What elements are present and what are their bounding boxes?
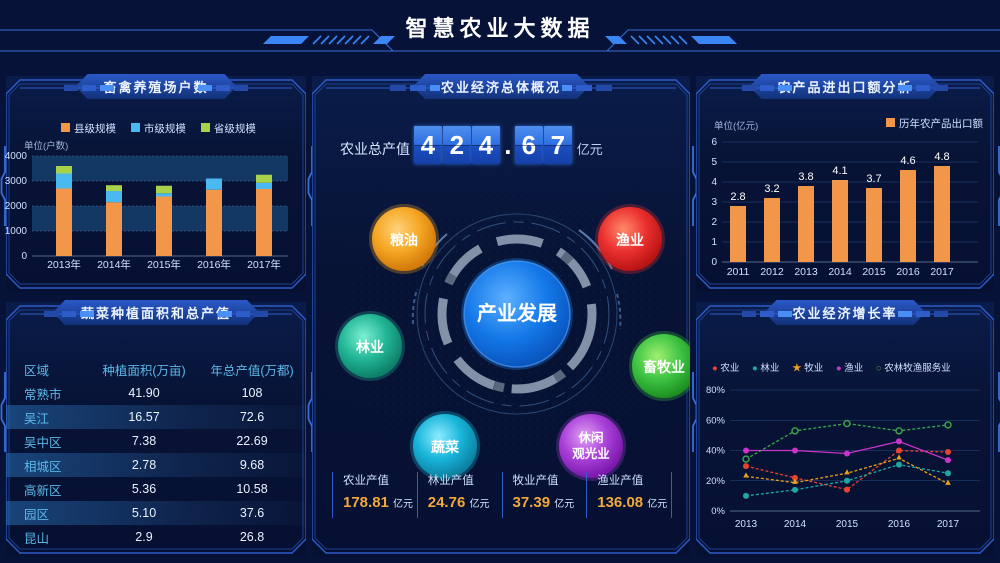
svg-text:3.2: 3.2 [764,183,779,195]
svg-text:渔业: 渔业 [616,232,644,248]
svg-text:2014年: 2014年 [97,258,131,271]
svg-text:2014: 2014 [828,266,852,278]
svg-text:80%: 80% [706,385,726,396]
svg-text:5: 5 [711,157,717,168]
svg-text:60%: 60% [706,415,726,426]
svg-text:2017: 2017 [930,266,954,278]
svg-text:2017年: 2017年 [247,258,281,271]
svg-text:2016: 2016 [896,266,920,278]
svg-text:2016: 2016 [888,519,911,530]
svg-text:2016年: 2016年 [197,258,231,271]
svg-text:畜牧业: 畜牧业 [643,359,685,375]
svg-text:1: 1 [711,237,717,248]
svg-text:2014: 2014 [784,519,807,530]
svg-text:2017: 2017 [937,519,960,530]
svg-text:粮油: 粮油 [390,232,418,248]
svg-text:0%: 0% [711,506,725,517]
svg-text:1000: 1000 [5,226,28,237]
svg-text:产业发展: 产业发展 [477,301,557,325]
svg-text:2013: 2013 [794,266,818,278]
svg-text:2015: 2015 [862,266,886,278]
svg-text:3.7: 3.7 [866,173,881,185]
svg-text:2013年: 2013年 [47,258,81,271]
svg-text:2.8: 2.8 [730,191,745,203]
svg-text:休闲: 休闲 [577,430,603,445]
svg-text:2: 2 [711,217,717,228]
svg-text:4000: 4000 [5,151,28,162]
svg-text:3.8: 3.8 [798,171,813,183]
svg-text:0: 0 [21,251,27,262]
svg-text:2000: 2000 [5,201,28,212]
svg-text:2012: 2012 [760,266,784,278]
svg-text:3: 3 [711,197,717,208]
svg-text:20%: 20% [706,476,726,487]
svg-text:4.6: 4.6 [900,155,915,167]
svg-text:3000: 3000 [5,176,28,187]
svg-text:蔬菜: 蔬菜 [431,439,460,455]
svg-text:2013: 2013 [735,519,758,530]
svg-text:4.8: 4.8 [934,151,949,163]
svg-text:林业: 林业 [356,339,384,355]
svg-text:0: 0 [711,257,717,268]
svg-text:2015: 2015 [836,519,859,530]
svg-text:40%: 40% [706,446,726,457]
svg-text:4: 4 [711,177,717,188]
svg-text:6: 6 [711,137,717,148]
svg-text:2015年: 2015年 [147,258,181,271]
svg-text:观光业: 观光业 [572,446,610,461]
svg-text:4.1: 4.1 [832,165,847,177]
svg-text:2011: 2011 [727,266,750,278]
